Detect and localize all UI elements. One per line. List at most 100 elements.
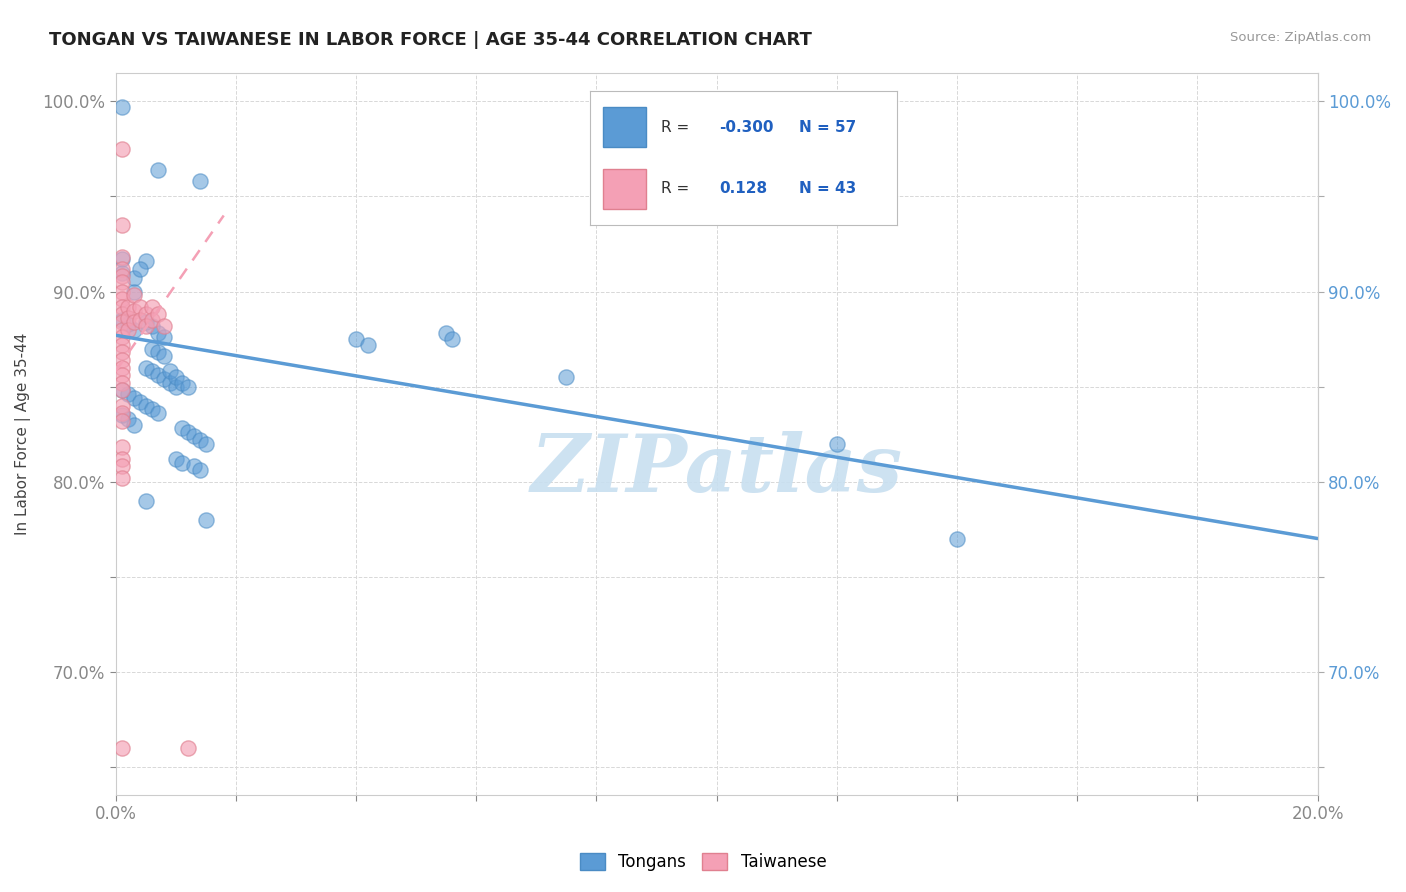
Point <box>135 360 157 375</box>
Point <box>183 459 205 474</box>
Point <box>110 384 132 398</box>
Point <box>110 313 132 327</box>
Point <box>110 459 132 474</box>
Point <box>110 740 132 755</box>
Point <box>110 252 132 267</box>
Point <box>152 318 174 333</box>
Point <box>170 456 193 470</box>
Point <box>188 433 211 447</box>
Point <box>110 376 132 390</box>
Point <box>183 429 205 443</box>
Point <box>188 463 211 477</box>
Point <box>110 142 132 156</box>
Text: Source: ZipAtlas.com: Source: ZipAtlas.com <box>1230 31 1371 45</box>
Point <box>122 271 145 285</box>
Point <box>110 451 132 466</box>
Point <box>117 412 139 426</box>
Point <box>170 376 193 390</box>
Point <box>135 399 157 413</box>
Point <box>110 300 132 314</box>
Point <box>122 322 145 336</box>
Point <box>152 330 174 344</box>
Point <box>344 332 367 346</box>
Point <box>110 471 132 485</box>
Point <box>141 318 163 333</box>
Point <box>110 360 132 375</box>
Point <box>110 440 132 454</box>
Point <box>135 315 157 329</box>
Point <box>110 292 132 306</box>
Point <box>176 425 198 439</box>
Point <box>110 352 132 367</box>
Point <box>176 740 198 755</box>
Point <box>110 406 132 420</box>
Point <box>141 402 163 417</box>
Point <box>165 370 187 384</box>
Point <box>188 174 211 188</box>
Y-axis label: In Labor Force | Age 35-44: In Labor Force | Age 35-44 <box>15 333 31 535</box>
Point <box>122 285 145 299</box>
Point <box>141 364 163 378</box>
Point <box>135 254 157 268</box>
Point <box>122 288 145 302</box>
Point <box>159 364 181 378</box>
Point <box>946 532 969 546</box>
Point <box>165 379 187 393</box>
Point <box>110 100 132 114</box>
Point <box>110 315 132 329</box>
Point <box>110 399 132 413</box>
Point <box>170 421 193 435</box>
Point <box>122 303 145 318</box>
Point <box>357 337 380 351</box>
Point <box>194 512 217 526</box>
Point <box>152 372 174 386</box>
Point <box>146 326 169 341</box>
Point <box>122 315 145 329</box>
Point <box>122 391 145 405</box>
Point <box>110 408 132 422</box>
Point <box>146 368 169 383</box>
Point <box>128 313 150 327</box>
Point <box>110 275 132 289</box>
Point <box>146 307 169 321</box>
Point <box>135 318 157 333</box>
Point <box>135 307 157 321</box>
Point <box>110 322 132 336</box>
Point <box>152 349 174 363</box>
Point <box>110 337 132 351</box>
Point <box>194 436 217 450</box>
Point <box>110 384 132 398</box>
Point <box>117 322 139 336</box>
Point <box>110 285 132 299</box>
Point <box>176 379 198 393</box>
Point <box>555 370 578 384</box>
Point <box>141 300 163 314</box>
Point <box>434 326 457 341</box>
Point <box>441 332 464 346</box>
Point <box>122 417 145 432</box>
Point <box>110 345 132 359</box>
Point <box>110 307 132 321</box>
Point <box>159 376 181 390</box>
Point <box>110 368 132 383</box>
Point <box>117 311 139 326</box>
Text: ZIPatlas: ZIPatlas <box>530 432 903 508</box>
Point <box>117 300 139 314</box>
Point <box>146 345 169 359</box>
Point <box>117 317 139 331</box>
Point <box>141 342 163 356</box>
Point <box>110 261 132 276</box>
Point <box>135 493 157 508</box>
Point <box>110 330 132 344</box>
Point <box>110 250 132 264</box>
Point <box>146 406 169 420</box>
Point <box>128 394 150 409</box>
Point <box>117 387 139 401</box>
Point <box>825 436 848 450</box>
Point <box>110 218 132 232</box>
Point <box>110 269 132 284</box>
Point <box>141 313 163 327</box>
Point <box>165 451 187 466</box>
Point <box>128 300 150 314</box>
Text: TONGAN VS TAIWANESE IN LABOR FORCE | AGE 35-44 CORRELATION CHART: TONGAN VS TAIWANESE IN LABOR FORCE | AGE… <box>49 31 813 49</box>
